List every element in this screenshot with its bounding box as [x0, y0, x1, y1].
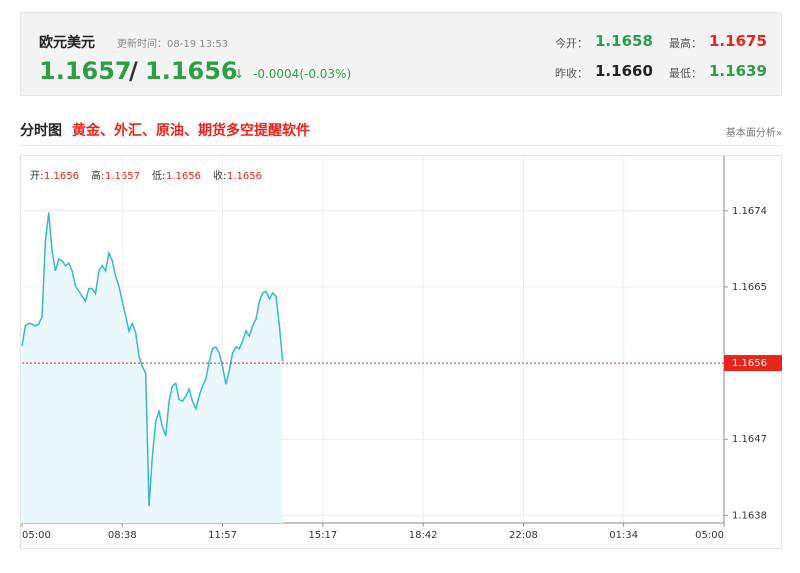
separator: /: [129, 57, 138, 85]
change: -0.0004(-0.03%): [253, 67, 352, 81]
ohlc-label: 收:: [213, 169, 226, 182]
area: [22, 212, 283, 523]
promo-link[interactable]: 黄金、外汇、原油、期货多空提醒软件: [72, 123, 310, 139]
divider: [20, 145, 782, 146]
last-price-label: 1.1656: [732, 358, 767, 369]
ohlc-value: 1.1656: [44, 171, 79, 182]
ohlc-label: 低:: [152, 169, 165, 182]
chart-frame: [20, 155, 782, 549]
bid-price: 1.1657: [39, 57, 132, 85]
stat-label: 今开：: [555, 37, 588, 50]
quote-header: 欧元美元 更新时间：08-19 13:53 1.1657 / 1.1656 ↓ …: [20, 12, 782, 96]
stat-value: 1.1660: [595, 62, 653, 80]
x-tick-label: 11:57: [208, 530, 237, 541]
stat-label: 昨收：: [555, 67, 588, 80]
section-title: 分时图: [20, 123, 62, 139]
ask-price: 1.1656: [145, 57, 238, 85]
y-tick-label: 1.1674: [732, 206, 767, 217]
stat-label: 最低：: [669, 67, 702, 80]
x-tick-label: 05:00: [22, 530, 51, 541]
x-tick-label: 05:00: [695, 530, 724, 541]
stat-value: 1.1675: [709, 32, 767, 50]
price-line: [21, 212, 284, 507]
stat-value: 1.1639: [709, 62, 767, 80]
x-tick-label: 18:42: [409, 530, 438, 541]
y-tick-label: 1.1665: [732, 282, 767, 293]
x-tick-label: 22:08: [509, 530, 538, 541]
y-tick-label: 1.1638: [732, 510, 767, 521]
x-tick-label: 08:38: [108, 530, 137, 541]
ohlc-label: 高:: [91, 169, 104, 182]
arrow: ↓: [234, 67, 245, 81]
fundamental-link[interactable]: 基本面分析»: [725, 128, 782, 139]
update-time: 更新时间：08-19 13:53: [117, 39, 229, 50]
x-tick-label: 15:17: [308, 530, 337, 541]
last-price-box: [724, 355, 782, 372]
ohlc-label: 开:: [30, 171, 43, 182]
y-tick-label: 1.1647: [732, 434, 767, 445]
stat-label: 最高：: [669, 37, 702, 50]
symbol-name: 欧元美元: [39, 35, 95, 51]
x-tick-label: 01:34: [609, 530, 638, 541]
stat-value: 1.1658: [595, 32, 653, 50]
ohlc-value: 1.1656: [227, 171, 262, 182]
ohlc-value: 1.1656: [166, 171, 201, 182]
